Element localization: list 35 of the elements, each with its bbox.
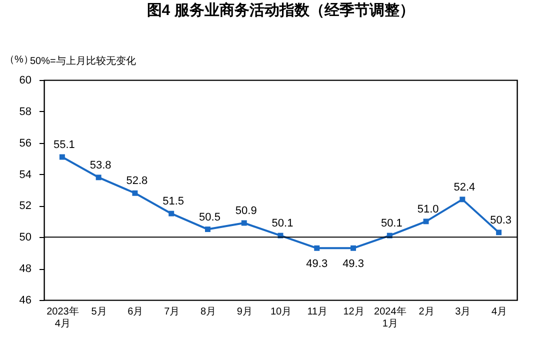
text: 50.3 — [490, 214, 512, 226]
x-tick-label: 7月 — [164, 306, 180, 318]
y-tick-label: 58 — [19, 106, 32, 118]
x-tick-label: 2024年 1月 — [374, 306, 406, 330]
text: 51.0 — [417, 203, 439, 216]
y-tick-label: 50 — [19, 232, 32, 244]
y-tick-label: 48 — [19, 263, 32, 276]
text: 50.1 — [272, 218, 294, 230]
x-tick-label: 5月 — [91, 306, 107, 318]
text: 51.5 — [162, 196, 184, 208]
text: 52.4 — [454, 181, 476, 194]
x-tick-label: 2023年 4月 — [46, 306, 79, 330]
x-tick-label: 3月 — [455, 306, 471, 318]
text: 53.8 — [90, 159, 112, 172]
y-tick-label: 56 — [19, 137, 32, 150]
x-tick-label: 2月 — [418, 306, 434, 318]
text: 49.3 — [306, 258, 328, 270]
x-tick-label: 6月 — [128, 306, 144, 318]
text: 50.1 — [380, 218, 402, 230]
x-tick-label: 11月 — [307, 306, 328, 318]
y-tick-label: 52 — [19, 200, 32, 212]
chart-title: 图4 服务业商务活动指数（经季节调整） — [146, 1, 414, 19]
text: 49.3 — [342, 258, 364, 270]
x-tick-label: 12月 — [343, 306, 364, 318]
y-tick-label: 60 — [19, 74, 32, 86]
text: 52.8 — [126, 175, 148, 188]
text: 50.5 — [199, 211, 220, 224]
y-tick-label: 54 — [19, 168, 32, 181]
x-tick-label: 10月 — [270, 306, 292, 318]
x-tick-label: 9月 — [236, 306, 252, 318]
text: 50.9 — [235, 205, 257, 217]
y-tick-label: 46 — [19, 294, 32, 306]
x-tick-label: 4月 — [492, 306, 508, 318]
x-tick-label: 8月 — [200, 306, 216, 318]
text: 55.1 — [53, 139, 75, 151]
